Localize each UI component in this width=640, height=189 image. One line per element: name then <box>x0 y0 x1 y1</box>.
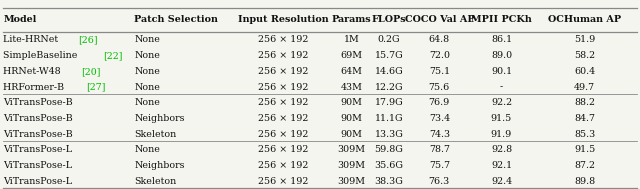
Text: 64.8: 64.8 <box>429 36 450 44</box>
Text: None: None <box>134 51 160 60</box>
Text: 12.2G: 12.2G <box>375 83 403 91</box>
Text: 73.4: 73.4 <box>429 114 450 123</box>
Text: 38.3G: 38.3G <box>374 177 404 186</box>
Text: 43M: 43M <box>340 83 362 91</box>
Text: 256 × 192: 256 × 192 <box>258 177 308 186</box>
Text: HRFormer-B: HRFormer-B <box>3 83 67 91</box>
Text: 11.1G: 11.1G <box>375 114 403 123</box>
Text: Input Resolution: Input Resolution <box>238 15 328 24</box>
Text: 85.3: 85.3 <box>574 130 595 139</box>
Text: 92.8: 92.8 <box>491 145 512 154</box>
Text: 309M: 309M <box>337 145 365 154</box>
Text: ViTransPose-B: ViTransPose-B <box>3 98 73 107</box>
Text: 91.5: 91.5 <box>574 145 595 154</box>
Text: SimpleBaseline: SimpleBaseline <box>3 51 81 60</box>
Text: FLOPs: FLOPs <box>372 15 406 24</box>
Text: 58.2: 58.2 <box>574 51 595 60</box>
Text: [20]: [20] <box>81 67 101 76</box>
Text: Model: Model <box>3 15 36 24</box>
Text: 92.1: 92.1 <box>491 161 512 170</box>
Text: 92.2: 92.2 <box>491 98 512 107</box>
Text: 90.1: 90.1 <box>491 67 512 76</box>
Text: 91.9: 91.9 <box>491 130 512 139</box>
Text: 86.1: 86.1 <box>491 36 512 44</box>
Text: 75.6: 75.6 <box>429 83 450 91</box>
Text: [26]: [26] <box>78 36 98 44</box>
Text: 90M: 90M <box>340 114 362 123</box>
Text: 64M: 64M <box>340 67 362 76</box>
Text: None: None <box>134 83 160 91</box>
Text: 75.7: 75.7 <box>429 161 450 170</box>
Text: 51.9: 51.9 <box>574 36 595 44</box>
Text: 256 × 192: 256 × 192 <box>258 36 308 44</box>
Text: 309M: 309M <box>337 177 365 186</box>
Text: 69M: 69M <box>340 51 362 60</box>
Text: 13.3G: 13.3G <box>374 130 404 139</box>
Text: None: None <box>134 36 160 44</box>
Text: 84.7: 84.7 <box>574 114 595 123</box>
Text: 256 × 192: 256 × 192 <box>258 83 308 91</box>
Text: 49.7: 49.7 <box>574 83 595 91</box>
Text: ViTransPose-L: ViTransPose-L <box>3 177 72 186</box>
Text: 1M: 1M <box>344 36 359 44</box>
Text: Patch Selection: Patch Selection <box>134 15 218 24</box>
Text: 309M: 309M <box>337 161 365 170</box>
Text: [27]: [27] <box>86 83 106 91</box>
Text: 256 × 192: 256 × 192 <box>258 67 308 76</box>
Text: None: None <box>134 67 160 76</box>
Text: 87.2: 87.2 <box>574 161 595 170</box>
Text: 15.7G: 15.7G <box>375 51 403 60</box>
Text: 256 × 192: 256 × 192 <box>258 98 308 107</box>
Text: 76.3: 76.3 <box>429 177 450 186</box>
Text: ViTransPose-L: ViTransPose-L <box>3 161 72 170</box>
Text: 90M: 90M <box>340 98 362 107</box>
Text: ViTransPose-L: ViTransPose-L <box>3 145 72 154</box>
Text: 59.8G: 59.8G <box>374 145 404 154</box>
Text: 14.6G: 14.6G <box>375 67 403 76</box>
Text: 72.0: 72.0 <box>429 51 450 60</box>
Text: OCHuman AP: OCHuman AP <box>548 15 621 24</box>
Text: 60.4: 60.4 <box>574 67 595 76</box>
Text: ViTransPose-B: ViTransPose-B <box>3 130 73 139</box>
Text: COCO Val AP: COCO Val AP <box>404 15 474 24</box>
Text: 76.9: 76.9 <box>429 98 450 107</box>
Text: Lite-HRNet: Lite-HRNet <box>3 36 61 44</box>
Text: None: None <box>134 98 160 107</box>
Text: Neighbors: Neighbors <box>134 114 185 123</box>
Text: 35.6G: 35.6G <box>374 161 404 170</box>
Text: 78.7: 78.7 <box>429 145 450 154</box>
Text: 75.1: 75.1 <box>429 67 450 76</box>
Text: HRNet-W48: HRNet-W48 <box>3 67 64 76</box>
Text: 91.5: 91.5 <box>491 114 512 123</box>
Text: 256 × 192: 256 × 192 <box>258 114 308 123</box>
Text: Neighbors: Neighbors <box>134 161 185 170</box>
Text: Skeleton: Skeleton <box>134 130 177 139</box>
Text: Params: Params <box>332 15 371 24</box>
Text: 256 × 192: 256 × 192 <box>258 145 308 154</box>
Text: MPII PCKh: MPII PCKh <box>471 15 532 24</box>
Text: 256 × 192: 256 × 192 <box>258 51 308 60</box>
Text: 89.0: 89.0 <box>491 51 512 60</box>
Text: [22]: [22] <box>103 51 122 60</box>
Text: 88.2: 88.2 <box>574 98 595 107</box>
Text: 256 × 192: 256 × 192 <box>258 130 308 139</box>
Text: 17.9G: 17.9G <box>375 98 403 107</box>
Text: 89.8: 89.8 <box>574 177 595 186</box>
Text: ViTransPose-B: ViTransPose-B <box>3 114 73 123</box>
Text: 90M: 90M <box>340 130 362 139</box>
Text: None: None <box>134 145 160 154</box>
Text: -: - <box>500 83 503 91</box>
Text: Skeleton: Skeleton <box>134 177 177 186</box>
Text: 74.3: 74.3 <box>429 130 450 139</box>
Text: 0.2G: 0.2G <box>378 36 401 44</box>
Text: 256 × 192: 256 × 192 <box>258 161 308 170</box>
Text: 92.4: 92.4 <box>491 177 512 186</box>
